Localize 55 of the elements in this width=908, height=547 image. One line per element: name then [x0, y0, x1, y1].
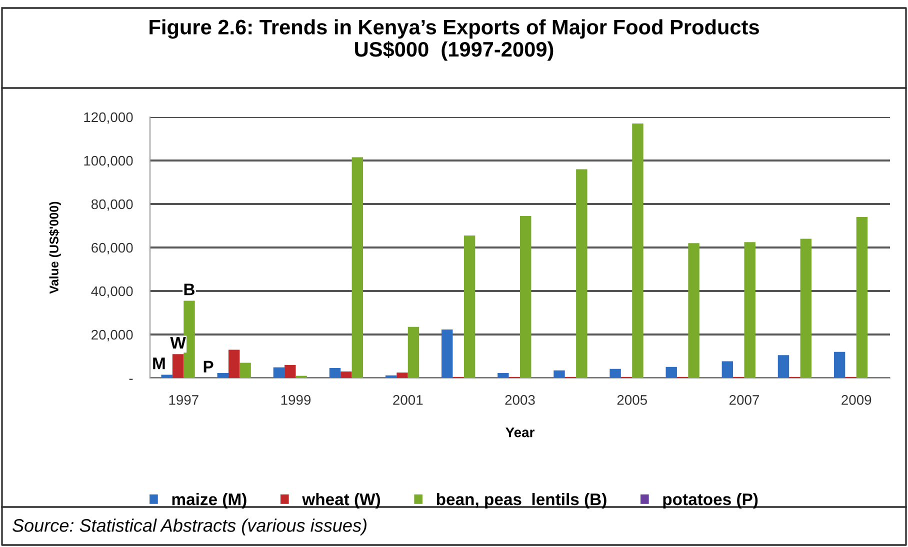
bar — [352, 157, 364, 378]
bar — [408, 326, 420, 378]
legend-label: wheat (W) — [302, 493, 380, 509]
y-axis-title: Value (US$'000) — [49, 202, 61, 294]
y-tick-label: 40,000 — [91, 286, 133, 298]
bar — [161, 374, 172, 378]
bar — [273, 367, 285, 378]
legend-label: maize (M) — [172, 493, 246, 509]
legend-label: bean, peas lentils (B) — [436, 493, 606, 509]
chart-title: Figure 2.6: Trends in Kenya’s Exports of Major Food Products US$000 (1997-2009) — [150, 19, 759, 61]
bar — [442, 330, 453, 378]
x-tick-label: 2003 — [505, 395, 535, 405]
bar — [329, 368, 341, 378]
y-tick-label: 120,000 — [84, 112, 133, 124]
bar — [666, 366, 677, 378]
bar — [744, 242, 756, 378]
y-tick-label: - — [129, 378, 133, 380]
bar — [396, 372, 408, 378]
bar — [834, 352, 846, 378]
bar — [610, 368, 621, 378]
bar — [498, 373, 509, 378]
bar — [688, 243, 700, 378]
bar — [632, 124, 644, 378]
annotation: B — [184, 284, 195, 296]
bar — [800, 238, 812, 378]
annotation: M — [153, 358, 165, 370]
source-note: Source: Statistical Abstracts (various issues) — [12, 518, 366, 536]
bar — [228, 350, 240, 378]
bar — [385, 375, 397, 378]
y-tick-label: 80,000 — [91, 199, 133, 211]
bar — [172, 354, 184, 378]
bar — [778, 355, 790, 378]
bar — [722, 361, 734, 378]
y-tick-label: 100,000 — [84, 156, 133, 168]
x-tick-label: 2005 — [617, 395, 647, 405]
annotation: W — [170, 336, 186, 348]
y-tick-label: 60,000 — [92, 242, 133, 254]
bar — [554, 370, 565, 378]
x-tick-label: 2009 — [842, 395, 872, 405]
bar — [520, 216, 532, 378]
bar — [284, 364, 296, 378]
bar — [856, 217, 868, 378]
bar — [240, 362, 251, 378]
legend-label: potatoes (P) — [663, 493, 758, 509]
bar — [340, 371, 352, 378]
x-tick-label: 1999 — [281, 395, 311, 405]
bar — [217, 373, 228, 378]
bar — [576, 169, 588, 378]
bar — [464, 236, 476, 378]
annotation: P — [204, 360, 214, 372]
x-tick-label: 2007 — [729, 395, 759, 405]
x-tick-label: 1997 — [169, 395, 198, 405]
y-tick-label: 20,000 — [92, 330, 133, 342]
x-tick-label: 2001 — [393, 395, 423, 405]
x-axis-title: Year — [506, 428, 534, 438]
